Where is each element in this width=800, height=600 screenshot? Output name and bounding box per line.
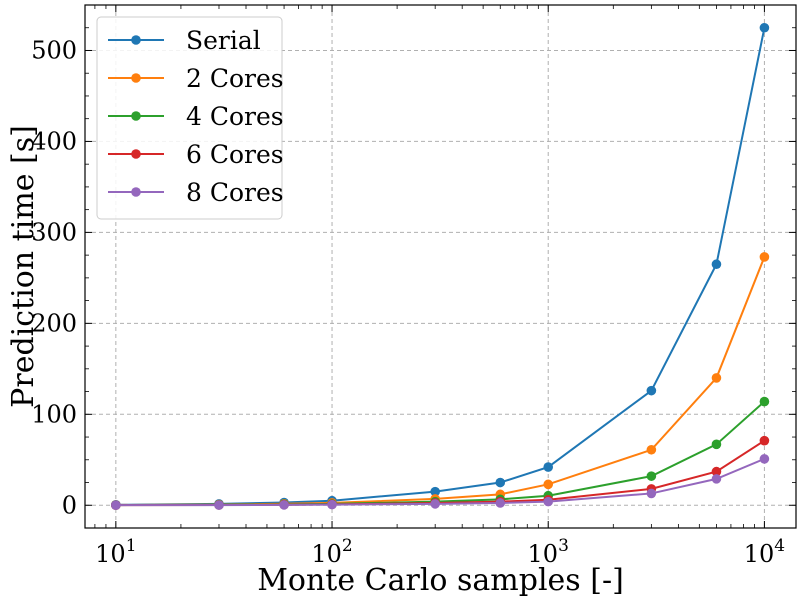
y-tick-label: 500 <box>31 36 77 64</box>
data-point-8-cores <box>279 500 289 510</box>
series-line-8-cores <box>115 457 765 507</box>
legend-box <box>96 16 283 220</box>
legend-marker-8-cores <box>131 187 141 197</box>
data-point-serial <box>711 259 722 270</box>
data-point-8-cores <box>214 500 224 510</box>
y-axis-label: Prediction time [s] <box>6 125 41 408</box>
legend-label-8-cores: 8 Cores <box>186 178 284 207</box>
data-point-serial <box>543 462 554 472</box>
legend-label-2-cores: 2 Cores <box>186 64 284 93</box>
x-tick-label: 101 <box>95 536 136 568</box>
series-layer <box>111 22 770 510</box>
data-point-serial <box>646 385 657 396</box>
legend-label-4-cores: 4 Cores <box>186 102 284 131</box>
data-point-8-cores <box>430 499 440 509</box>
legend: Serial 2 Cores 4 Cores 6 Cores 8 Cores <box>96 16 284 220</box>
y-tick-label: 0 <box>62 491 77 519</box>
x-tick-label: 104 <box>744 536 785 568</box>
legend-label-serial: Serial <box>186 26 261 55</box>
data-point-8-cores <box>646 488 657 499</box>
data-point-2-cores <box>759 252 770 262</box>
data-point-4-cores <box>711 439 722 450</box>
series-line-6-cores <box>115 439 765 507</box>
data-point-8-cores <box>711 474 722 484</box>
data-point-serial <box>759 22 770 33</box>
ticks <box>85 5 796 528</box>
data-point-2-cores <box>711 373 722 383</box>
data-point-2-cores <box>646 444 657 455</box>
legend-marker-4-cores <box>131 111 141 121</box>
legend-marker-6-cores <box>131 149 141 159</box>
legend-marker-serial <box>131 35 141 45</box>
legend-marker-2-cores <box>131 73 141 83</box>
y-tick-label: 100 <box>31 400 77 428</box>
data-point-4-cores <box>646 471 657 481</box>
data-point-2-cores <box>543 479 554 490</box>
plot-frame <box>84 4 797 529</box>
data-point-4-cores <box>759 396 770 407</box>
y-tick-label: 400 <box>31 127 77 155</box>
y-tick-label: 300 <box>31 218 77 246</box>
y-tick-label: 200 <box>31 309 77 337</box>
data-point-6-cores <box>759 435 770 446</box>
data-point-8-cores <box>495 498 506 508</box>
tick-labels: 0 100 200 300 400 500 101 102 103 104 <box>31 36 785 568</box>
data-point-8-cores <box>327 499 337 510</box>
x-axis-label: Monte Carlo samples [-] <box>257 563 624 598</box>
legend-label-6-cores: 6 Cores <box>186 140 284 169</box>
data-point-serial <box>430 486 440 497</box>
data-point-serial <box>495 477 506 488</box>
data-point-8-cores <box>759 454 770 464</box>
x-tick-label: 102 <box>311 536 352 568</box>
data-point-8-cores <box>543 496 554 507</box>
data-point-8-cores <box>111 500 121 510</box>
data-point-6-cores <box>711 466 722 477</box>
x-tick-label: 103 <box>528 536 569 568</box>
